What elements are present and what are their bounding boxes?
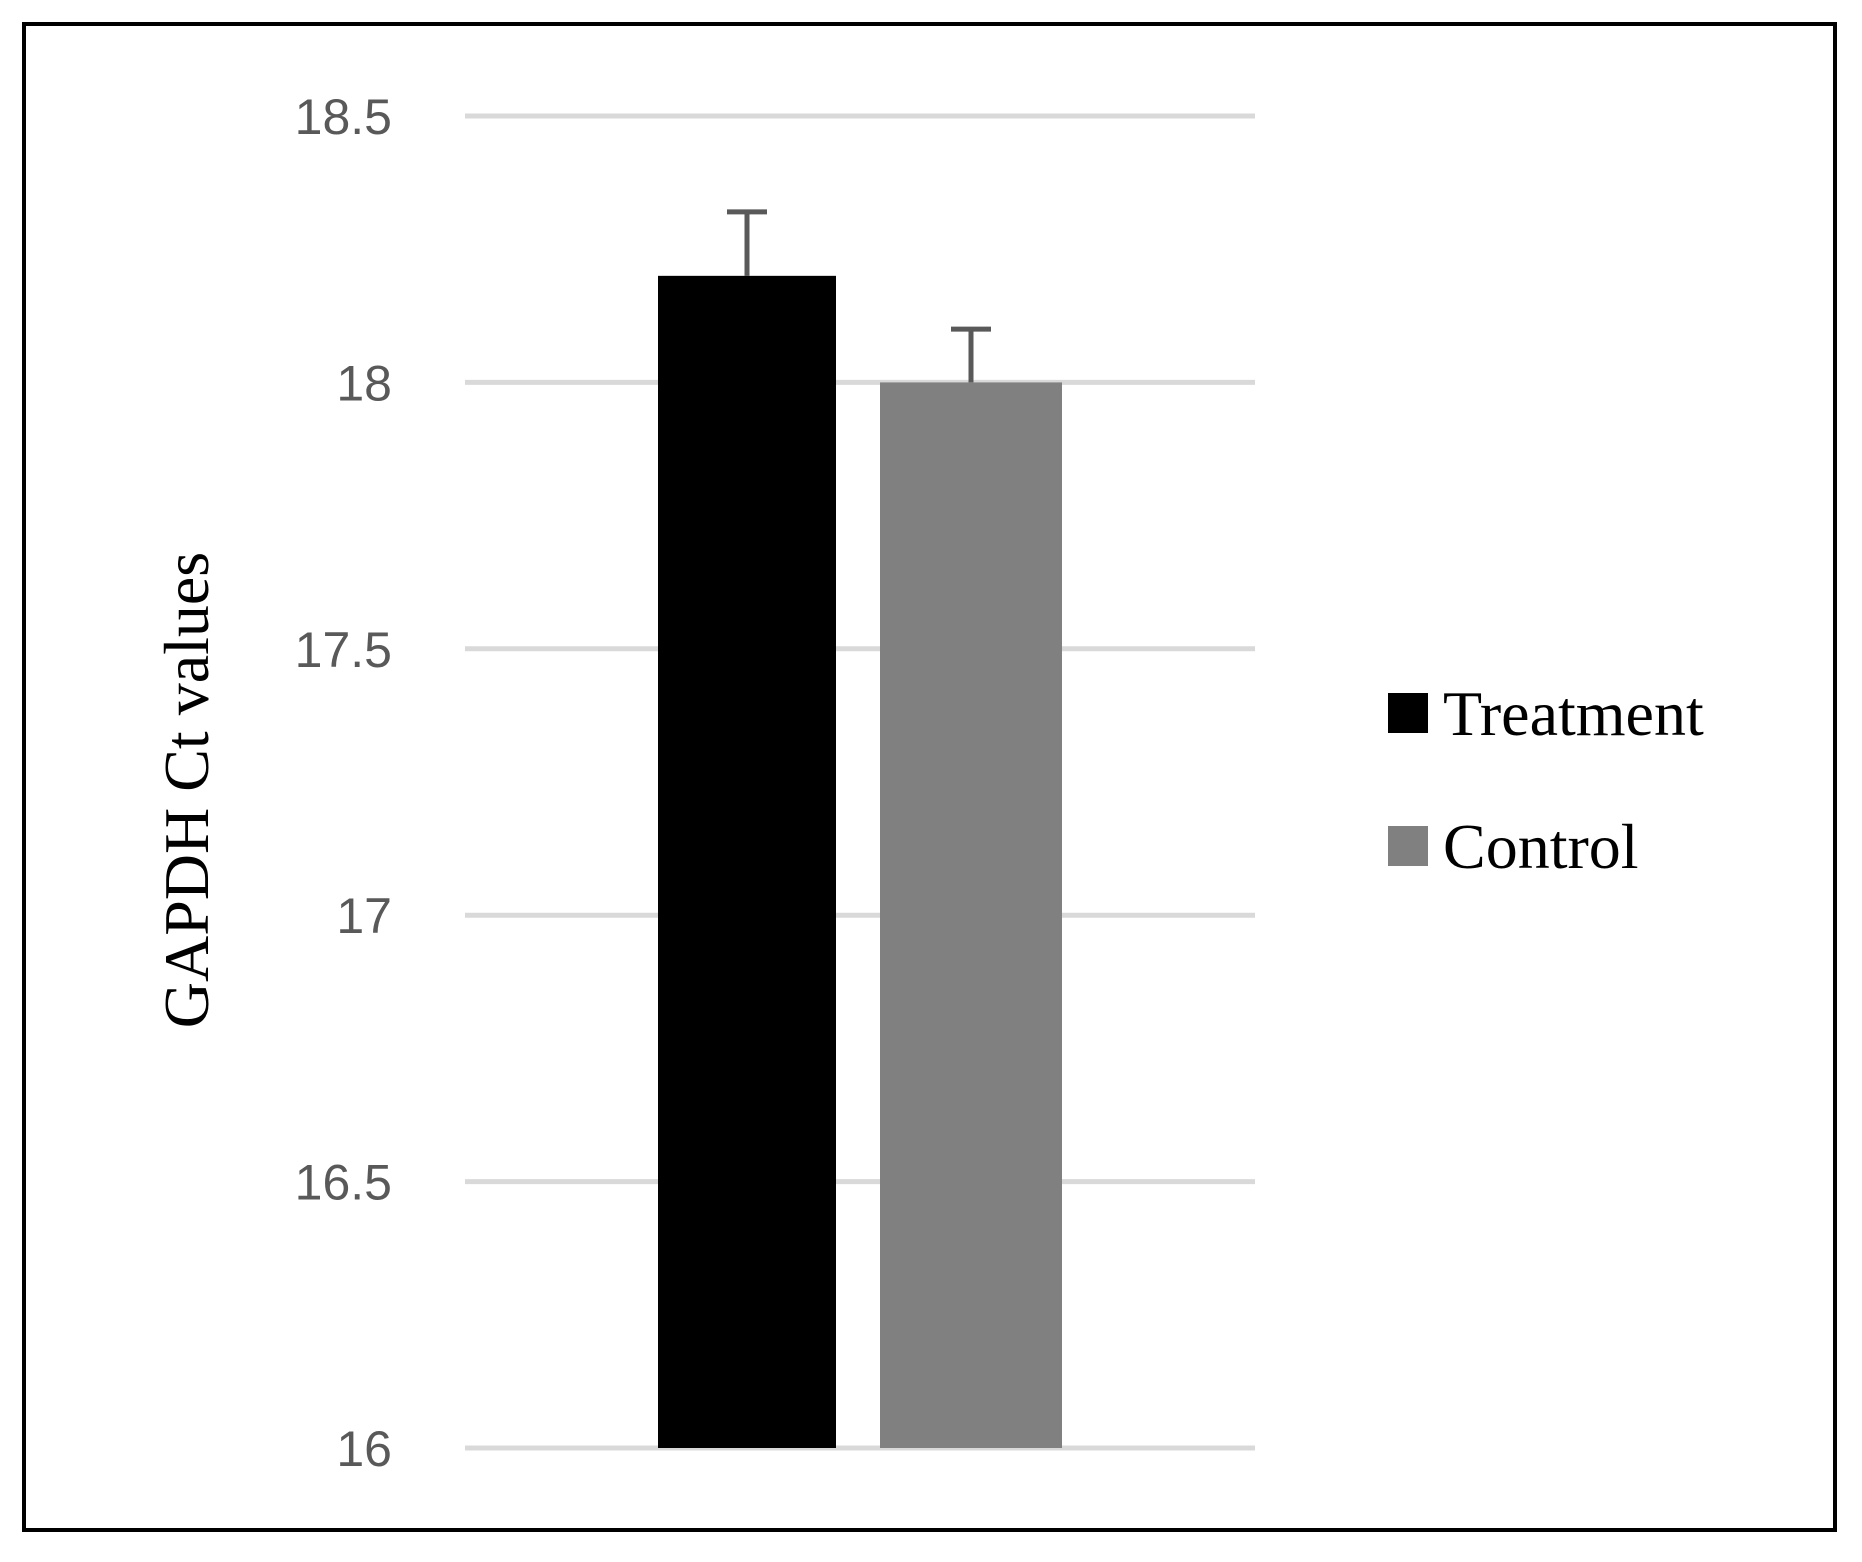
- gridlines: [465, 113, 1255, 1451]
- bar-control: [880, 382, 1062, 1448]
- legend-swatch-control: [1388, 826, 1428, 866]
- y-axis-title: GAPDH Ct values: [151, 552, 222, 1028]
- legend-label-control: Control: [1443, 811, 1639, 882]
- y-tick-label: 18.5: [295, 89, 392, 145]
- bar-treatment: [658, 275, 836, 1449]
- y-tick-label: 16.5: [295, 1155, 392, 1211]
- y-tick-label: 17: [336, 888, 392, 944]
- legend-swatch-treatment: [1388, 693, 1428, 733]
- y-tick-label: 16: [336, 1421, 392, 1477]
- error-bars: [727, 209, 991, 383]
- legend: Treatment Control: [1388, 678, 1704, 882]
- y-axis-ticks: 18.5 18 17.5 17 16.5 16: [295, 89, 392, 1477]
- bars: [658, 275, 1062, 1449]
- legend-label-treatment: Treatment: [1443, 678, 1704, 749]
- y-tick-label: 18: [336, 355, 392, 411]
- y-tick-label: 17.5: [295, 622, 392, 678]
